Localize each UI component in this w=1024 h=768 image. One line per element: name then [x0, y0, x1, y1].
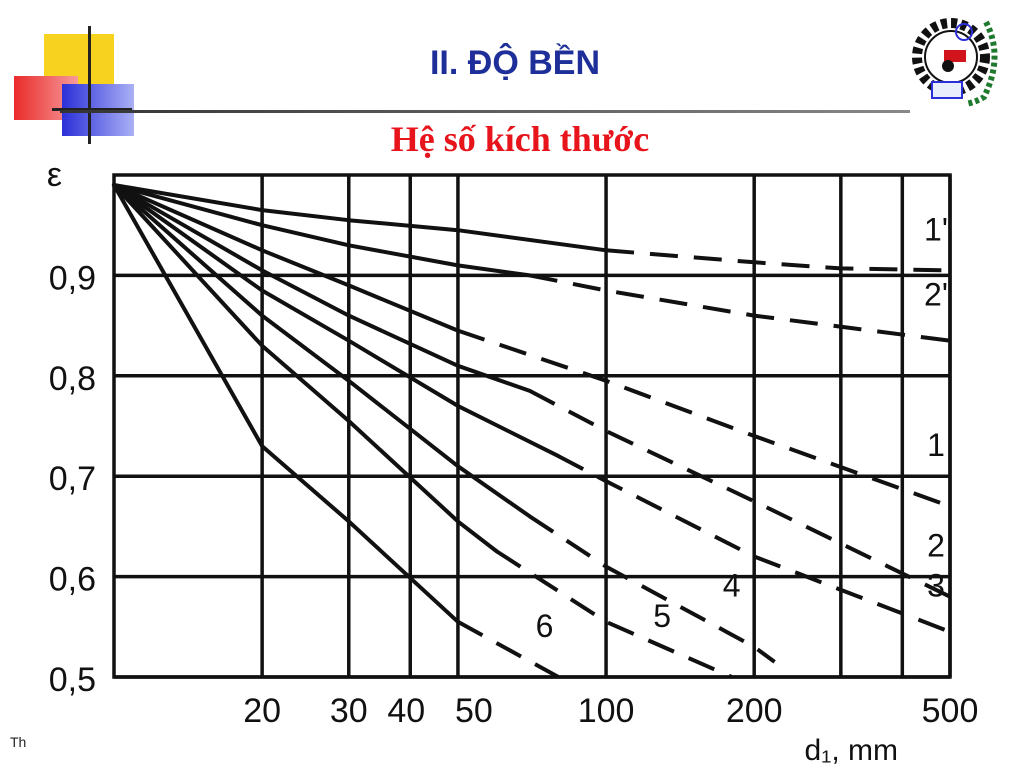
atom-icon [955, 23, 973, 41]
x-tick-label: 20 [243, 692, 281, 730]
series-5 [112, 183, 733, 679]
series-line-solid [112, 183, 532, 278]
y-tick-label: 0,6 [49, 561, 96, 599]
series-1-prime [112, 183, 951, 273]
series-line-solid [112, 183, 532, 393]
x-tick-label: 500 [922, 692, 979, 730]
tractor-icon [944, 50, 966, 62]
series-2 [112, 183, 951, 599]
series-line-dashed [605, 248, 951, 273]
series-line-dashed [495, 549, 733, 679]
wheat-icon [965, 20, 998, 107]
series-layer [112, 183, 951, 679]
curve-label: 6 [536, 608, 554, 644]
series-line-solid [112, 183, 532, 519]
y-tick-label: 0,8 [49, 360, 96, 398]
series-line-dashed [528, 389, 951, 599]
curve-label: 1' [924, 211, 948, 247]
chart-subtitle: Hệ số kích thước [390, 119, 650, 159]
curve-label: 2 [927, 528, 945, 564]
y-tick-label: 0,9 [49, 259, 96, 297]
footer-text: Th [10, 734, 27, 750]
x-tick-label: 30 [330, 692, 368, 730]
curve-label: 5 [653, 598, 671, 634]
series-line-solid [112, 183, 460, 333]
curve-label: 1 [927, 427, 945, 463]
series-1 [112, 183, 951, 509]
series-4 [112, 183, 776, 664]
x-tick-label: 40 [387, 692, 425, 730]
series-line-solid [112, 183, 561, 459]
x-tick-label: 200 [726, 692, 783, 730]
slide-title: II. ĐỘ BỀN [429, 44, 601, 82]
deco-horizontal-line [52, 108, 132, 111]
gear-wheat-emblem-icon [912, 18, 998, 107]
curve-label: 4 [723, 568, 741, 604]
grid [112, 173, 952, 679]
curve-label: 3 [927, 568, 945, 604]
title-rule [60, 110, 910, 113]
series-line-solid [112, 183, 460, 624]
series-line-dashed [528, 514, 776, 664]
series-3 [112, 183, 951, 634]
series-line-dashed [457, 328, 951, 509]
series-line-solid [112, 183, 609, 253]
y-tick-label: 0,7 [49, 460, 96, 498]
curve-label: 2' [924, 277, 948, 313]
x-tick-label: 50 [455, 692, 493, 730]
x-tick-label: 100 [578, 692, 635, 730]
series-6 [112, 183, 560, 679]
y-axis-label: ε [47, 156, 62, 194]
series-line-dashed [557, 454, 951, 634]
book-icon [931, 81, 963, 99]
series-line-dashed [456, 620, 560, 679]
label-layer: 0,5 0,6 0,7 0,8 0,9 ε 20 30 40 50 100 200 500 d₁, mm 1… [47, 156, 979, 767]
series-2-prime [112, 183, 951, 343]
series-line-solid [112, 183, 499, 554]
y-tick-label: 0,5 [49, 661, 96, 699]
series-line-dashed [529, 273, 951, 343]
deco-vertical-line [88, 26, 91, 144]
x-axis-label: d₁, mm [805, 734, 898, 767]
plot-frame [112, 173, 952, 679]
